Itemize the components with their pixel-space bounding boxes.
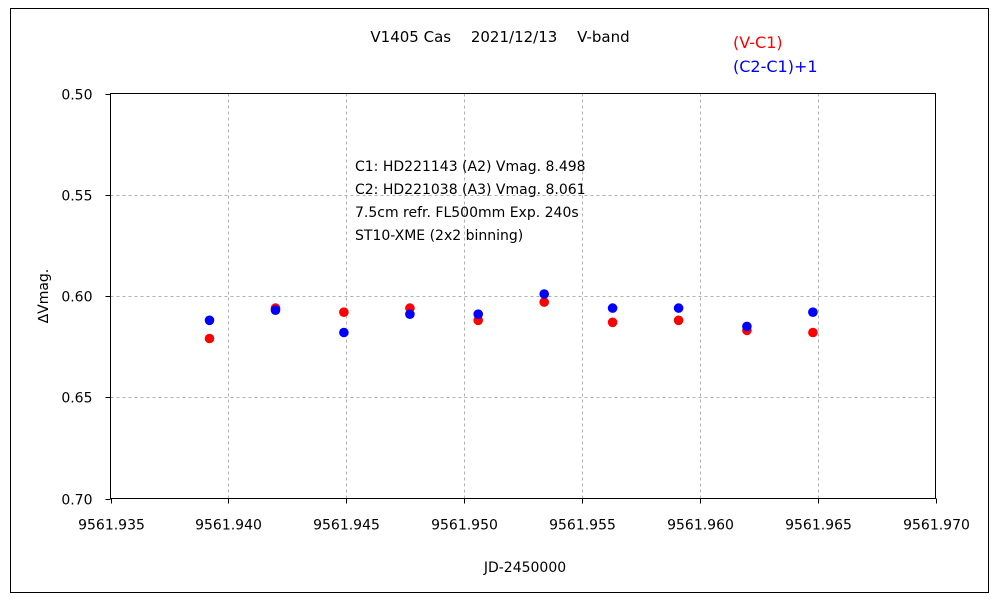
annotation-telescope: 7.5cm refr. FL500mm Exp. 240s <box>355 205 579 221</box>
y-axis: 0.50 0.55 0.60 0.65 0.70 <box>61 88 111 509</box>
y-axis-label: ∆Vmag. <box>36 269 52 325</box>
annotation-block: C1: HD221143 (A2) Vmag. 8.498 C2: HD2210… <box>355 159 586 244</box>
grid <box>110 93 936 499</box>
data-point-series-0 <box>539 297 549 307</box>
data-point-series-1 <box>673 303 684 313</box>
x-tick-label: 9561.945 <box>313 518 380 534</box>
x-tick-label: 9561.935 <box>78 518 145 534</box>
data-point-series-0 <box>673 315 684 326</box>
x-axis: 9561.935 9561.940 9561.945 9561.950 9561.955… <box>78 498 970 534</box>
x-tick-label: 9561.960 <box>667 518 734 534</box>
data-points <box>204 289 818 344</box>
data-point-series-0 <box>204 333 215 344</box>
y-tick-label: 0.60 <box>61 290 92 306</box>
data-point-series-0 <box>607 317 618 328</box>
data-point-series-1 <box>473 309 484 320</box>
data-point-series-1 <box>742 321 752 332</box>
annotation-c1: C1: HD221143 (A2) Vmag. 8.498 <box>355 159 586 175</box>
x-tick-label: 9561.940 <box>195 518 262 534</box>
chart-title: V1405 Cas 2021/12/13 V-band <box>370 28 629 46</box>
data-point-series-1 <box>607 303 618 313</box>
y-tick-label: 0.70 <box>61 493 92 509</box>
data-point-series-1 <box>405 309 415 320</box>
outer-border <box>10 8 989 593</box>
y-tick-label: 0.55 <box>61 189 92 205</box>
y-tick-label: 0.50 <box>61 88 92 104</box>
data-point-series-0 <box>339 307 349 318</box>
data-point-series-1 <box>539 289 549 299</box>
x-tick-label: 9561.965 <box>785 518 852 534</box>
data-point-series-1 <box>204 315 215 326</box>
annotation-camera: ST10-XME (2x2 binning) <box>355 228 523 244</box>
data-point-series-1 <box>339 327 349 338</box>
x-tick-label: 9561.950 <box>431 518 498 534</box>
annotation-c2: C2: HD221038 (A3) Vmag. 8.061 <box>355 182 586 198</box>
legend-entry-0: (V-C1) <box>733 33 783 52</box>
data-point-series-1 <box>808 307 818 318</box>
legend-entry-1: (C2-C1)+1 <box>733 57 818 76</box>
data-point-series-0 <box>808 327 818 338</box>
x-tick-label: 9561.955 <box>549 518 616 534</box>
data-point-series-1 <box>270 305 281 316</box>
y-tick-label: 0.65 <box>61 391 92 407</box>
x-axis-label: JD-2450000 <box>483 560 566 576</box>
x-tick-label: 9561.970 <box>903 518 970 534</box>
